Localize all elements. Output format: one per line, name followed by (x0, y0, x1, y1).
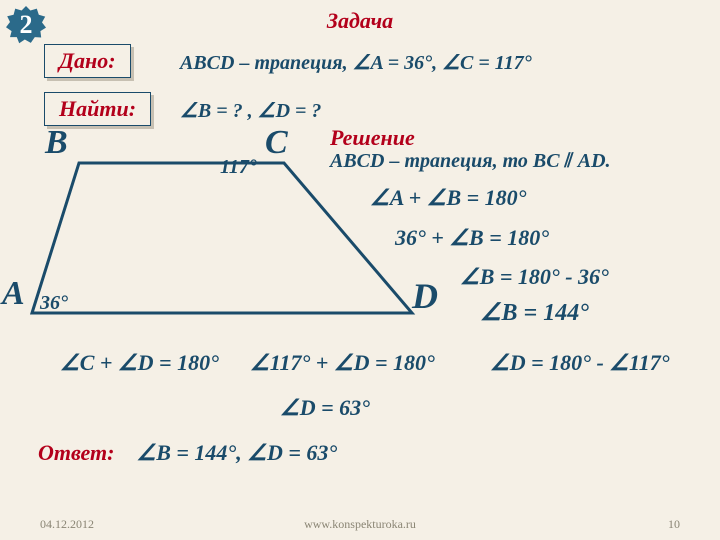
answer-label: Ответ: (38, 440, 114, 466)
page-title: Задача (0, 8, 720, 34)
equation-6: ∠117° + ∠D = 180° (250, 350, 435, 376)
equation-8: ∠D = 63° (280, 395, 370, 421)
find-label: Найти: (59, 96, 136, 121)
equation-5: ∠C + ∠D = 180° (60, 350, 219, 376)
vertex-c: C (265, 124, 288, 162)
answer-text: ∠B = 144°, ∠D = 63° (136, 440, 337, 466)
equation-7: ∠D = 180° - ∠117° (490, 350, 670, 376)
given-label: Дано: (59, 48, 116, 73)
angle-c-value: 117° (220, 156, 257, 179)
given-box: Дано: (44, 44, 131, 78)
solution-label: Решение (330, 125, 415, 151)
angle-a-value: 36° (40, 292, 68, 315)
equation-3: ∠B = 180° - 36° (460, 264, 609, 290)
equation-4: ∠B = 144° (480, 298, 589, 327)
footer-link: www.konspekturoka.ru (0, 517, 720, 532)
footer-page: 10 (668, 517, 680, 532)
vertex-d: D (412, 275, 438, 317)
vertex-b: B (45, 124, 68, 162)
trapezoid-figure (24, 155, 424, 325)
given-text: ABCD – трапеция, ∠A = 36°, ∠C = 117° (180, 50, 532, 75)
answer-row: Ответ: ∠B = 144°, ∠D = 63° (38, 440, 337, 466)
equation-2: 36° + ∠B = 180° (395, 225, 549, 251)
equation-1: ∠A + ∠B = 180° (370, 185, 526, 211)
vertex-a: A (2, 275, 25, 313)
find-text: ∠B = ? , ∠D = ? (180, 98, 321, 123)
find-box: Найти: (44, 92, 151, 126)
